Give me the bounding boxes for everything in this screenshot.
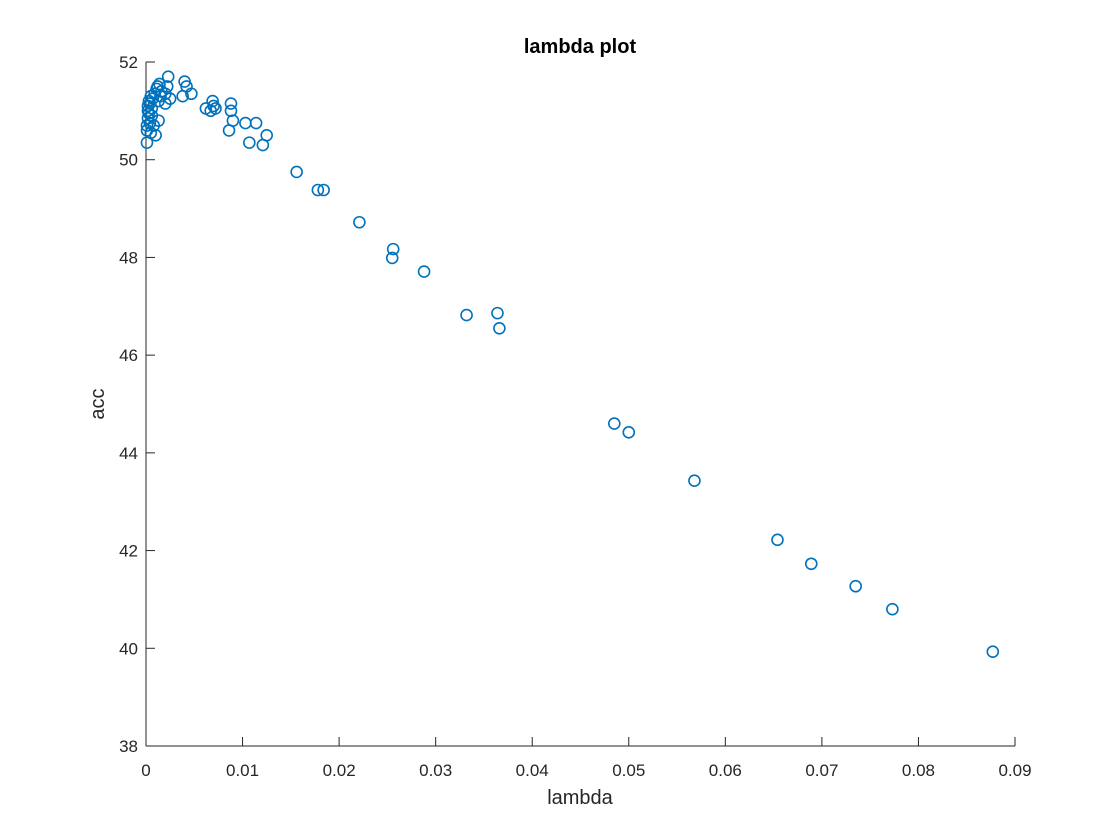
y-ticks: 38 40 42 44 46 48 50 52 [119,53,155,756]
data-point [290,165,303,179]
y-tick-label: 40 [119,639,138,658]
data-point [161,70,175,83]
data-point [163,92,177,105]
data-point [886,602,899,616]
data-point [207,99,220,113]
y-axis-label: acc [87,388,109,419]
data-point [224,104,238,118]
data-point [160,80,174,93]
data-point [607,417,621,430]
data-point [849,579,862,593]
y-tick-label: 46 [119,346,138,365]
data-point [493,321,506,335]
data-point [491,306,504,320]
y-tick-label: 48 [119,248,138,267]
y-tick-label: 50 [119,151,138,170]
chart-title: lambda plot [524,36,637,58]
data-point [386,242,400,256]
x-tick-label: 0 [141,761,150,780]
x-tick-label: 0.01 [226,761,259,780]
data-point [149,128,162,142]
x-tick-label: 0.05 [612,761,645,780]
data-point [353,215,366,229]
data-point [460,308,473,322]
data-point [385,251,399,265]
x-tick-label: 0.03 [419,761,452,780]
data-point [206,94,219,108]
data-point [260,128,273,142]
y-tick-label: 44 [119,444,138,463]
data-point [145,102,159,115]
data-point [243,136,256,149]
data-point [311,183,325,197]
data-point [153,77,166,91]
data-point [152,114,165,127]
data-point [209,102,222,115]
data-markers [140,70,1000,659]
data-point [226,114,240,127]
x-tick-label: 0.07 [805,761,838,780]
data-point [622,426,636,439]
data-point [249,116,263,130]
y-tick-label: 38 [119,737,138,756]
data-point [185,87,198,101]
data-point [224,97,238,110]
data-point [804,557,818,571]
x-tick-label: 0.02 [323,761,356,780]
plot-axes [145,62,1015,747]
y-tick-label: 52 [119,53,138,72]
data-point [771,533,784,547]
data-point [986,645,1000,659]
x-axis-label: lambda [547,787,613,809]
x-tick-label: 0.08 [902,761,935,780]
x-tick-label: 0.09 [998,761,1031,780]
data-point [417,265,431,278]
data-point [140,119,154,132]
x-tick-label: 0.04 [516,761,549,780]
data-point [688,474,701,488]
y-tick-label: 42 [119,542,138,561]
x-ticks: 0 0.01 0.02 0.03 0.04 0.05 0.06 0.07 0.08 0.09 [141,737,1032,780]
data-point [317,183,330,197]
x-tick-label: 0.06 [709,761,742,780]
